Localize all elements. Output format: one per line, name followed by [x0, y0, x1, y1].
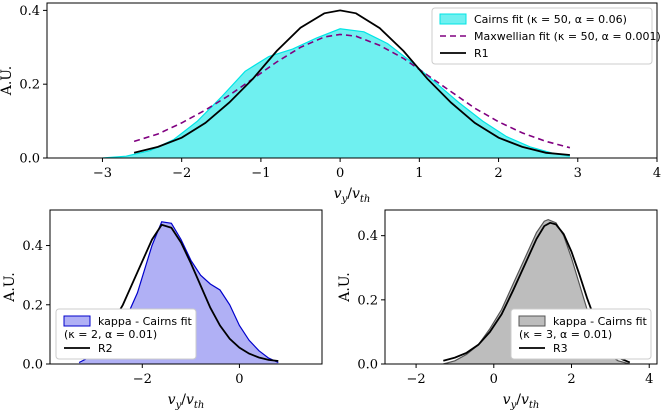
legend-label: (κ = 3, α = 0.01)	[519, 328, 612, 341]
y-tick-label: 0.0	[22, 358, 43, 373]
legend-handle-fit	[63, 315, 91, 327]
x-tick-label: −2	[133, 372, 152, 387]
plot-area	[102, 9, 571, 158]
series-outline-cairns-fit	[102, 28, 570, 158]
x-tick-label: −2	[172, 166, 191, 181]
y-tick-label: 0.2	[19, 78, 40, 93]
legend-handle-fit	[518, 315, 546, 327]
y-tick-label: 0.0	[357, 358, 378, 373]
x-tick-label: 4	[645, 372, 653, 387]
legend-box	[510, 308, 652, 360]
y-tick-label: 0.4	[22, 239, 43, 254]
x-tick-label: 2	[567, 372, 575, 387]
y-axis-label: A.U.	[337, 272, 353, 303]
series-fill-cairns-fit	[102, 28, 570, 158]
x-tick-label: 2	[494, 166, 502, 181]
legend-label: R2	[98, 342, 113, 355]
axes-frame	[49, 209, 323, 365]
x-tick-label: −1	[251, 166, 270, 181]
x-tick-label: 0	[235, 372, 243, 387]
legend-label: R3	[553, 342, 568, 355]
x-tick-label: 4	[653, 166, 661, 181]
legend: kappa - Cairns fit(κ = 2, α = 0.01)R2	[55, 308, 197, 360]
legend-box	[431, 7, 653, 65]
chart-top: −3 −2 −1 0 1 2 3 4 0.0 0.2 0.4 A.U. vy/vth Cairns fit…	[0, 2, 661, 205]
legend-label: (κ = 2, α = 0.01)	[64, 328, 157, 341]
x-tick-label: 0	[336, 166, 344, 181]
chart-bottom-left: −2 0 0.0 0.2 0.4 A.U. vy/vth kappa - Cairns fit…	[2, 209, 323, 411]
y-tick-label: 0.2	[22, 298, 43, 313]
x-tick-label: 0	[490, 372, 498, 387]
axes-frame	[384, 209, 658, 365]
legend-box	[55, 308, 197, 360]
legend-label: Maxwellian fit (κ = 50, α = 0.001)	[474, 30, 661, 43]
legend-label: Cairns fit (κ = 50, α = 0.06)	[474, 13, 627, 26]
legend-label: R1	[474, 47, 489, 60]
x-tick-label: 1	[415, 166, 423, 181]
legend: Cairns fit (κ = 50, α = 0.06) Maxwellian …	[431, 7, 661, 65]
series-line-r1	[133, 9, 570, 156]
legend: kappa - Cairns fit(κ = 3, α = 0.01)R3	[510, 308, 652, 360]
series-line-r2	[78, 223, 279, 362]
y-axis-label: A.U.	[2, 272, 18, 303]
x-axis-label: vy/vth	[334, 186, 371, 205]
series-line-maxwellian-fit	[133, 33, 571, 149]
legend-handle-cairns	[439, 13, 467, 25]
x-axis-label: vy/vth	[168, 392, 205, 411]
x-tick-label: 3	[574, 166, 582, 181]
y-tick-label: 0.0	[19, 152, 40, 167]
y-tick-label: 0.2	[357, 293, 378, 308]
y-axis-label: A.U.	[0, 66, 15, 97]
axes-frame	[46, 2, 658, 159]
x-axis-label: vy/vth	[503, 392, 540, 411]
chart-bottom-right: −2 0 2 4 0.0 0.2 0.4 A.U. vy/vth kappa - Cairns f…	[337, 209, 658, 411]
legend-label: kappa - Cairns fit	[98, 315, 193, 328]
x-tick-label: −2	[406, 372, 425, 387]
legend-label: kappa - Cairns fit	[553, 315, 648, 328]
x-tick-label: −3	[93, 166, 112, 181]
y-tick-label: 0.4	[357, 229, 378, 244]
y-tick-label: 0.4	[19, 4, 40, 19]
